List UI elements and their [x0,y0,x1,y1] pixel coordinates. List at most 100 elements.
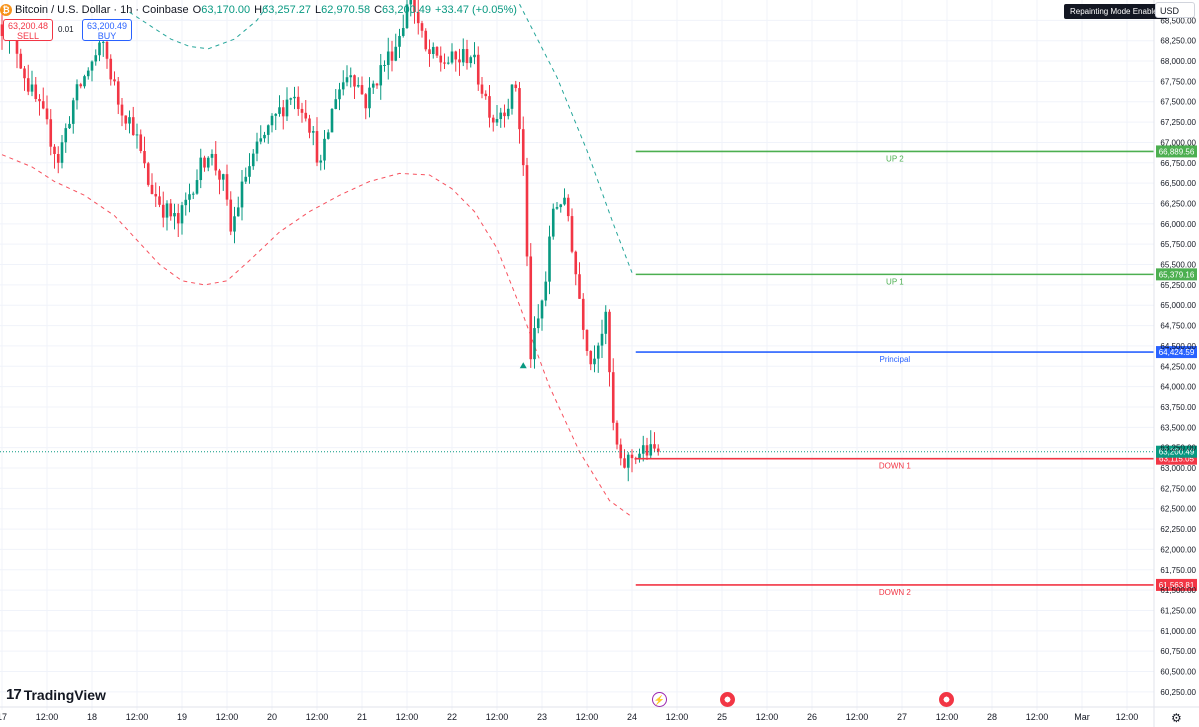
candle-body [225,174,229,200]
candle-body [116,81,120,105]
candle-body [135,134,139,136]
candle-body [244,176,248,182]
y-tick-label: 66,750.00 [1160,159,1196,168]
candle-body [443,62,446,64]
candle-body [308,118,311,133]
candle-body [630,454,634,459]
candle-body [469,57,473,64]
x-tick-label: 12:00 [306,712,329,722]
candle-body [383,64,386,66]
candle-body [101,41,105,43]
candle-body [266,125,270,135]
candle-body [255,141,259,154]
x-tick-label: 22 [447,712,457,722]
symbol-title[interactable]: Bitcoin / U.S. Dollar · 1h · Coinbase [15,4,189,16]
candle-body [315,131,319,163]
candle-body [619,444,623,459]
y-tick-label: 63,000.00 [1160,464,1196,473]
candle-body [150,184,154,194]
candle-body [154,193,158,197]
candle-body [195,180,199,194]
candle-body [326,132,330,139]
candle-body [90,61,94,71]
candle-body [638,453,641,460]
candle-body [278,107,281,114]
x-tick-label: 12:00 [396,712,419,722]
candle-body [409,0,413,5]
close-label: C [374,4,383,16]
level-price-label: 65,379.16 [1159,270,1195,279]
candle-body [173,213,176,217]
high-label: H [254,4,263,16]
candle-body [206,157,210,168]
candle-body [596,345,600,359]
upper-band-right [519,3,633,273]
candle-body [566,197,570,217]
candle-body [75,84,79,101]
candle-body [585,329,589,351]
candle-body [641,445,645,454]
candle-body [604,311,608,334]
level-price-tag [1156,145,1197,158]
candle-body [296,96,300,109]
candle-body [360,85,364,95]
candle-body [285,99,289,117]
candle-body [270,115,274,126]
level-name: DOWN 1 [879,462,912,471]
y-tick-label: 64,000.00 [1160,383,1196,392]
close-value: 63,200.49 [382,4,431,16]
candle-body [341,82,345,90]
candle-body [128,117,131,124]
level-name: UP 1 [886,277,904,286]
candle-body [488,96,491,118]
candle-body [146,163,150,185]
y-tick-label: 68,250.00 [1160,37,1196,46]
candle-body [143,150,146,164]
tradingview-logo[interactable]: 17 TradingView [6,686,106,703]
candle-body [435,46,439,56]
candle-body [379,65,383,86]
candle-body [540,300,544,319]
y-tick-label: 61,500.00 [1160,586,1196,595]
us-flag-icon[interactable] [939,692,954,707]
lower-band [1,154,633,518]
candle-body [503,112,506,117]
candle-body [559,204,563,208]
gear-icon[interactable]: ⚙ [1171,711,1182,725]
x-tick-label: 12:00 [126,712,149,722]
candle-body [105,41,109,59]
candle-body [60,142,64,163]
x-tick-label: 12:00 [36,712,59,722]
last-price-label: 63,200.49 [1159,448,1195,457]
candle-body [349,75,353,78]
candle-body [311,131,315,133]
us-flag-icon[interactable] [720,692,735,707]
level-name: DOWN 2 [879,588,912,597]
candle-body [26,78,30,92]
y-tick-label: 63,750.00 [1160,403,1196,412]
candle-body [413,0,416,12]
x-tick-label: 12:00 [1116,712,1139,722]
candle-body [536,318,540,329]
candles[interactable] [0,0,660,482]
buy-button[interactable]: 63,200.49 BUY [82,19,132,41]
candle-body [476,54,480,85]
candle-body [158,196,161,205]
sell-button[interactable]: 63,200.48 SELL [3,19,53,41]
y-tick-label: 66,250.00 [1160,199,1196,208]
candle-body [214,153,218,171]
candle-body [176,213,180,224]
candle-body [401,28,405,36]
currency-selector[interactable]: USD [1155,2,1195,18]
candle-body [364,94,368,109]
candle-body [180,205,184,224]
x-tick-label: 21 [357,712,367,722]
candle-body [281,107,285,117]
candle-body [420,23,424,31]
x-tick-label: 12:00 [846,712,869,722]
candle-body [525,165,529,257]
candle-body [345,77,349,83]
dividends-icon[interactable]: ⚡ [652,692,667,707]
y-tick-label: 61,250.00 [1160,606,1196,615]
